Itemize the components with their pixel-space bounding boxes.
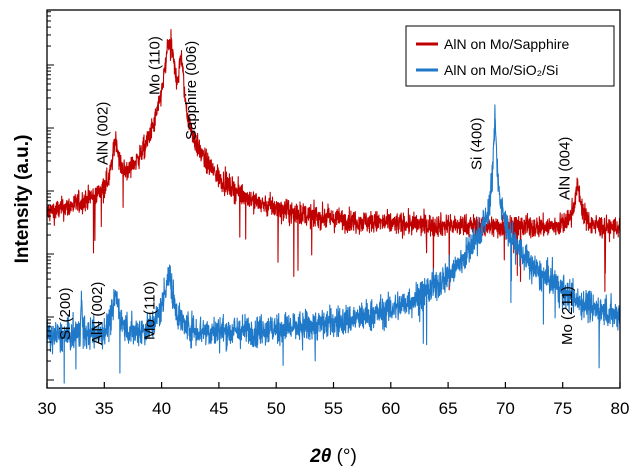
x-tick-label: 75 [553,399,572,418]
peak-label: AlN (002) [95,102,112,165]
series-line-mo-sio2-si [46,104,621,384]
x-axis-title-unit: (°) [331,446,357,467]
peak-label: Sapphire (006) [183,41,200,140]
x-tick-label: 60 [381,399,400,418]
peak-label: Mo (110) [146,36,163,95]
x-axis-title-main: 2θ [309,446,332,467]
x-tick-label: 30 [38,399,57,418]
axes-layer: 30 35 40 45 50 55 60 65 70 75 80 2θ (°) Intensity (a… [12,9,630,467]
x-tick-label: 45 [209,399,228,418]
legend-box [405,25,615,87]
x-tick-label: 80 [611,399,630,418]
x-tick-label: 50 [267,399,286,418]
series-line-mo-sapphire [46,29,621,293]
legend-entry: AlN on Mo/Sapphire [444,36,570,52]
peak-label: Mo (211) [559,286,576,345]
x-tick-label: 35 [95,399,114,418]
legend-entry: AlN on Mo/SiO₂/Si [444,62,558,78]
x-axis-title: 2θ (°) [309,446,357,467]
y-axis-title: Intensity (a.u.) [12,135,33,264]
series-layer [46,29,621,384]
x-tick-label: 70 [496,399,515,418]
annotation-layer: AlN (002) Mo (110) Sapphire (006) AlN (004)… [57,36,576,345]
peak-label: Mo (110) [142,281,159,340]
x-tick-label: 40 [152,399,171,418]
peak-label: AlN (002) [89,282,106,345]
peak-label: AlN (004) [557,137,574,200]
legend: AlN on Mo/Sapphire AlN on Mo/SiO₂/Si [405,25,615,87]
x-tick-label: 55 [324,399,343,418]
peak-label: Si (200) [57,287,74,340]
peak-label: Si (400) [468,117,485,170]
x-tick-label: 65 [439,399,458,418]
